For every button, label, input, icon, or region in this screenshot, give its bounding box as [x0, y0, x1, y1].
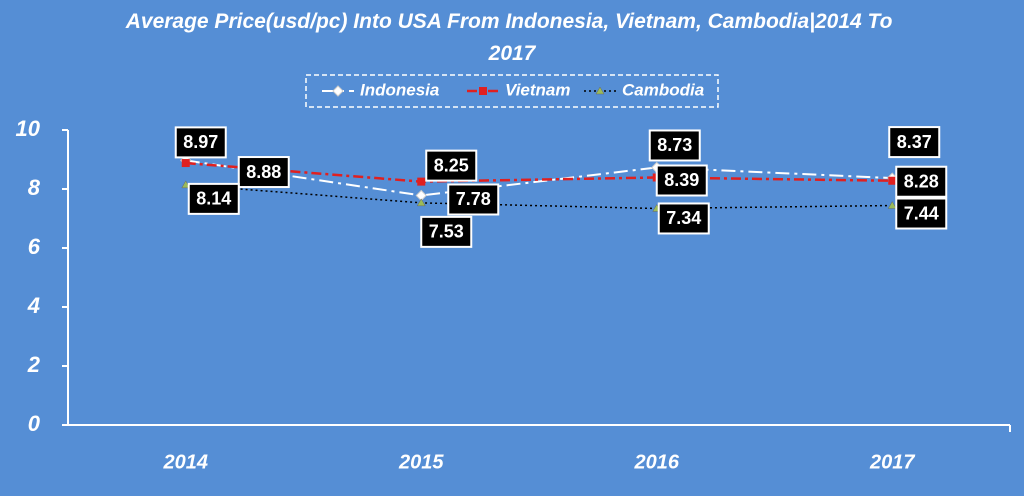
y-tick-label: 4: [27, 293, 40, 318]
x-tick-label: 2014: [163, 451, 209, 473]
data-label: 8.73: [657, 135, 692, 155]
data-label-box: [895, 165, 948, 198]
data-label-box: [657, 202, 710, 235]
chart-title: Average Price(usd/pc) Into USA From Indo…: [125, 10, 899, 65]
legend-label: Cambodia: [622, 80, 704, 99]
y-tick-label: 10: [16, 116, 41, 141]
data-label-box: [895, 197, 948, 230]
legend-marker: [595, 86, 605, 95]
y-tick-label: 2: [27, 352, 41, 377]
data-label: 8.39: [664, 170, 699, 190]
data-label: 8.28: [904, 171, 939, 191]
data-label: 8.14: [196, 189, 231, 209]
data-label-box: [187, 182, 240, 215]
point: [887, 201, 897, 209]
legend-box: [305, 74, 719, 108]
data-label-box: [655, 164, 708, 197]
legend-marker: [332, 85, 344, 97]
point: [416, 198, 426, 207]
legend-marker: [479, 87, 487, 95]
data-label: 7.34: [666, 208, 701, 228]
x-tick-label: 2016: [634, 451, 680, 473]
series-line: [185, 161, 893, 183]
legend-label: Indonesia: [360, 80, 439, 99]
series-line: [185, 159, 893, 197]
data-label: 7.44: [904, 203, 939, 223]
point: [181, 159, 190, 168]
data-label-box: [888, 126, 941, 159]
data-label: 8.97: [183, 132, 218, 152]
data-label-box: [447, 183, 500, 216]
chart-title-line: Average Price(usd/pc) Into USA From Indo…: [125, 10, 893, 33]
data-label-box: [420, 215, 473, 248]
data-label-box: [174, 126, 227, 159]
y-tick-label: 8: [28, 175, 41, 200]
legend: Indonesia Vietnam Cambodia: [322, 80, 704, 99]
data-label-box: [425, 149, 478, 182]
data-label-box: [237, 156, 290, 189]
y-tick-label: 6: [28, 234, 41, 259]
y-tick-label: 0: [28, 411, 41, 436]
data-label: 8.37: [897, 132, 932, 152]
x-tick-label: 2017: [869, 451, 915, 473]
chart-title-line: 2017: [488, 42, 537, 65]
data-label: 7.53: [429, 222, 464, 242]
point: [888, 176, 897, 185]
x-tick-label: 2015: [398, 451, 444, 473]
data-label: 8.25: [434, 155, 469, 175]
data-label: 7.78: [456, 189, 491, 209]
data-label-box: [648, 129, 701, 162]
data-label: 8.88: [246, 162, 281, 182]
point: [417, 177, 426, 186]
legend-label: Vietnam: [505, 80, 571, 99]
